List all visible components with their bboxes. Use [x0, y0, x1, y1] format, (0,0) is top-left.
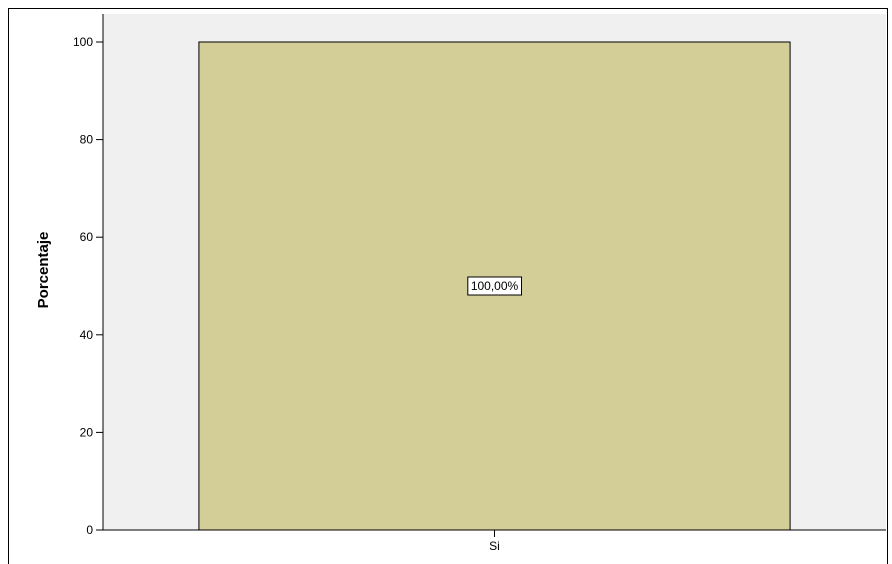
chart-border — [8, 8, 888, 564]
y-tick-label: 20 — [80, 425, 94, 439]
y-tick-label: 0 — [86, 523, 93, 537]
y-axis: 0 20 40 60 80 100 — [73, 14, 104, 537]
data-label: 100,00% — [471, 279, 519, 293]
y-axis-title: Porcentaje — [35, 232, 52, 309]
data-label-box — [467, 276, 523, 296]
y-tick-label: 100 — [73, 35, 93, 49]
y-tick-label: 60 — [80, 230, 94, 244]
data-labels-group: 100,00% — [467, 276, 523, 296]
x-axis: Si — [103, 529, 886, 553]
x-tick-label: Si — [489, 539, 500, 553]
y-tick-label: 40 — [80, 328, 94, 342]
y-tick-label: 80 — [80, 133, 94, 147]
